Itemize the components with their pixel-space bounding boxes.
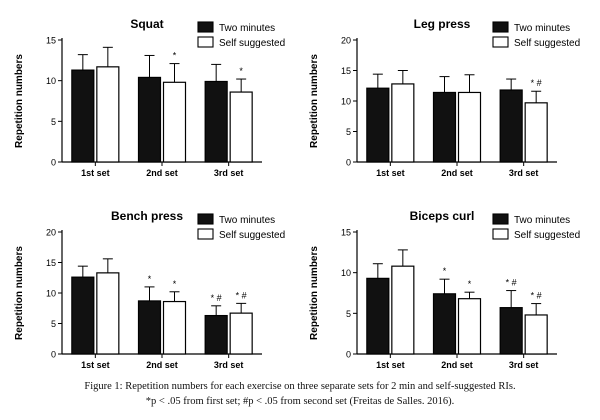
legend-swatch xyxy=(197,36,214,48)
y-tick-label: 5 xyxy=(51,117,56,127)
y-tick-label: 15 xyxy=(341,66,351,76)
chart-title: Biceps curl xyxy=(410,209,475,223)
bar-self-suggested xyxy=(391,83,415,163)
y-tick-label: 10 xyxy=(341,268,351,278)
y-tick-label: 20 xyxy=(341,36,351,46)
bar-self-suggested xyxy=(229,312,253,355)
legend-swatch xyxy=(492,36,509,48)
significance-marker: * xyxy=(148,274,152,284)
y-tick-label: 15 xyxy=(46,258,56,268)
legend-swatch xyxy=(197,228,214,240)
y-tick-label: 5 xyxy=(51,319,56,329)
bar-two-minutes xyxy=(499,89,523,163)
y-axis-label: Repetition numbers xyxy=(14,54,25,148)
chart-panel-1: Leg press Repetition numbers 0 5 10 15 20 1st s… xyxy=(309,17,580,178)
bar-self-suggested xyxy=(96,272,120,355)
chart-panel-2: Bench press Repetition numbers 0 5 10 15 20 1st… xyxy=(14,209,285,370)
x-tick-label: 1st set xyxy=(81,168,110,178)
bar-self-suggested xyxy=(96,66,120,163)
y-tick-label: 5 xyxy=(346,127,351,137)
y-tick-label: 15 xyxy=(341,228,351,238)
figure-caption: Figure 1: Repetition numbers for each ex… xyxy=(84,381,516,392)
x-tick-label: 3rd set xyxy=(214,360,244,370)
legend-label: Self suggested xyxy=(219,230,285,241)
bar-two-minutes xyxy=(204,314,228,355)
y-axis-label: Repetition numbers xyxy=(14,246,25,340)
bar-two-minutes xyxy=(499,307,523,355)
x-tick-label: 2nd set xyxy=(146,168,178,178)
bar-two-minutes xyxy=(204,80,228,163)
bar-self-suggested xyxy=(457,91,482,163)
bar-self-suggested xyxy=(524,314,548,355)
bar-two-minutes xyxy=(432,293,457,355)
y-tick-label: 0 xyxy=(346,158,351,168)
x-tick-label: 1st set xyxy=(376,360,405,370)
chart-title: Squat xyxy=(130,17,163,31)
chart-panel-0: Squat Repetition numbers 0 5 10 15 1st set 2nd … xyxy=(14,17,285,178)
legend-label: Two minutes xyxy=(219,215,275,226)
legend-swatch xyxy=(197,21,214,33)
significance-marker: * # xyxy=(531,291,542,301)
x-tick-label: 2nd set xyxy=(441,360,473,370)
legend-swatch xyxy=(197,213,214,225)
significance-marker: * # xyxy=(236,290,247,300)
y-tick-label: 0 xyxy=(51,350,56,360)
significance-marker: * xyxy=(443,266,447,276)
significance-marker: * # xyxy=(211,293,222,303)
bar-two-minutes xyxy=(137,300,162,355)
significance-marker: * # xyxy=(506,278,517,288)
bar-two-minutes xyxy=(137,76,162,163)
bar-self-suggested xyxy=(524,102,548,163)
y-axis-label: Repetition numbers xyxy=(309,246,320,340)
y-tick-label: 0 xyxy=(346,350,351,360)
legend-label: Two minutes xyxy=(514,215,570,226)
x-tick-label: 1st set xyxy=(376,168,405,178)
y-tick-label: 0 xyxy=(51,158,56,168)
figure-caption-note: *p < .05 from first set; #p < .05 from s… xyxy=(145,396,455,407)
chart-panel-3: Biceps curl Repetition numbers 0 5 10 15 1st s… xyxy=(309,209,580,370)
y-tick-label: 20 xyxy=(46,228,56,238)
legend-label: Self suggested xyxy=(219,38,285,49)
significance-marker: * xyxy=(468,279,472,289)
legend-label: Two minutes xyxy=(514,23,570,34)
x-tick-label: 3rd set xyxy=(509,360,539,370)
bar-self-suggested xyxy=(162,81,187,163)
bar-two-minutes xyxy=(366,87,390,163)
chart-title: Bench press xyxy=(111,209,183,223)
x-tick-label: 2nd set xyxy=(441,168,473,178)
x-tick-label: 2nd set xyxy=(146,360,178,370)
legend-swatch xyxy=(492,21,509,33)
significance-marker: * # xyxy=(531,78,542,88)
significance-marker: * xyxy=(173,51,177,61)
bar-self-suggested xyxy=(391,265,415,355)
bar-two-minutes xyxy=(71,276,95,355)
y-tick-label: 5 xyxy=(346,309,351,319)
y-tick-label: 10 xyxy=(46,289,56,299)
bar-self-suggested xyxy=(457,298,482,355)
legend-label: Two minutes xyxy=(219,23,275,34)
bar-two-minutes xyxy=(71,69,95,163)
x-tick-label: 1st set xyxy=(81,360,110,370)
bar-two-minutes xyxy=(366,277,390,355)
y-axis-label: Repetition numbers xyxy=(309,54,320,148)
significance-marker: * xyxy=(239,66,243,76)
x-tick-label: 3rd set xyxy=(214,168,244,178)
x-tick-label: 3rd set xyxy=(509,168,539,178)
chart-title: Leg press xyxy=(414,17,471,31)
bar-self-suggested xyxy=(162,300,187,355)
legend-swatch xyxy=(492,213,509,225)
legend-swatch xyxy=(492,228,509,240)
bar-self-suggested xyxy=(229,91,253,163)
significance-marker: * xyxy=(173,279,177,289)
legend-label: Self suggested xyxy=(514,230,580,241)
y-tick-label: 10 xyxy=(341,97,351,107)
bar-two-minutes xyxy=(432,91,457,163)
y-tick-label: 15 xyxy=(46,36,56,46)
y-tick-label: 10 xyxy=(46,76,56,86)
charts-grid: Squat Repetition numbers 0 5 10 15 1st set 2nd … xyxy=(14,17,580,370)
legend-label: Self suggested xyxy=(514,38,580,49)
